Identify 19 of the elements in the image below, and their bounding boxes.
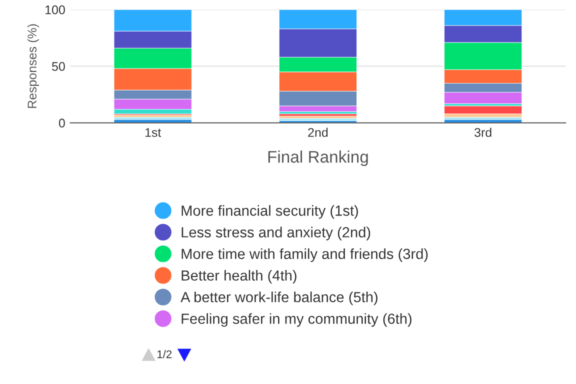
legend-label: Feeling safer in my community (6th) [182,313,412,327]
legend-label: Better health (4th) [182,270,296,284]
bar [114,117,192,120]
y-tick-label: 100 [46,5,65,14]
bar [278,114,357,116]
x-axis-title: Final Ranking [268,150,368,166]
x-tick-label: 1st [145,128,162,137]
bar [444,117,522,120]
legend-label: A better work-life balance (5th) [180,292,378,306]
x-tick-label: 3rd [474,128,492,137]
y-tick-label: 50 [52,62,65,71]
y-tick-label: 0 [58,118,65,128]
y-axis-title: Responses (%) [27,24,39,108]
bar [444,106,522,114]
legend-label: Less stress and anxiety (2nd) [182,226,370,240]
x-tick-label: 2nd [308,128,328,137]
legend-label: More time with family and friends (3rd) [182,248,428,262]
legend-label: More financial security (1st) [182,205,358,219]
text: 1/2 [158,350,172,358]
